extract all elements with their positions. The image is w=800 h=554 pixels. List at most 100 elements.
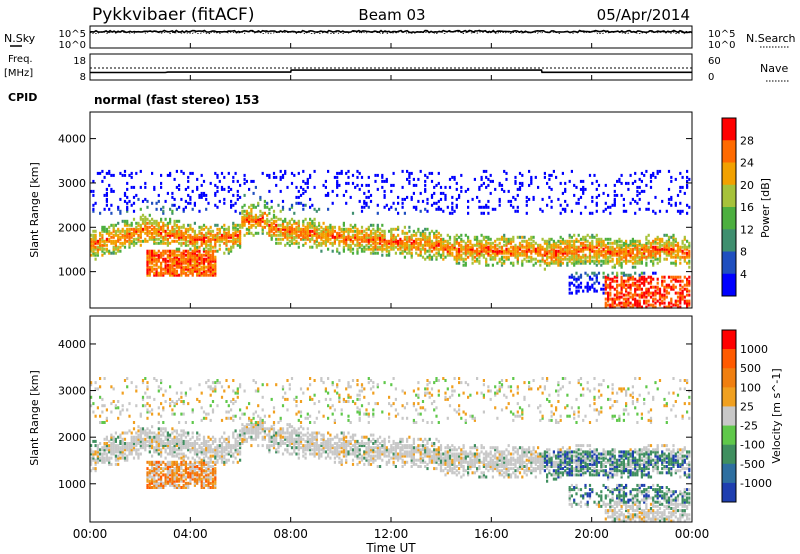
- range-cell: [187, 467, 190, 471]
- range-cell: [169, 462, 172, 466]
- range-cell: [279, 217, 282, 221]
- range-cell: [166, 446, 169, 450]
- range-cell: [647, 281, 650, 285]
- range-cell: [175, 431, 178, 435]
- range-cell: [521, 259, 524, 263]
- range-cell: [480, 253, 483, 257]
- range-cell: [564, 207, 567, 211]
- range-cell: [652, 299, 655, 303]
- range-cell: [582, 235, 585, 239]
- range-cell: [268, 233, 271, 237]
- range-cell: [211, 387, 215, 391]
- range-cell: [394, 251, 397, 255]
- range-cell: [184, 205, 187, 209]
- range-cell: [453, 239, 456, 243]
- range-cell: [227, 442, 230, 445]
- range-cell: [112, 249, 115, 253]
- range-cell: [360, 235, 364, 239]
- range-cell: [665, 305, 668, 309]
- range-cell: [674, 243, 677, 247]
- range-cell: [679, 171, 682, 175]
- range-cell: [173, 251, 176, 255]
- range-cell: [618, 247, 621, 251]
- range-cell: [155, 437, 158, 441]
- range-cell: [512, 205, 515, 209]
- range-cell: [128, 414, 131, 418]
- range-cell: [99, 239, 102, 243]
- range-cell: [128, 402, 131, 406]
- range-cell: [552, 243, 555, 247]
- range-cell: [358, 243, 361, 247]
- range-cell: [200, 241, 203, 245]
- range-cell: [151, 235, 154, 239]
- range-cell: [381, 237, 384, 241]
- range-cell: [290, 229, 294, 233]
- range-cell: [643, 279, 646, 283]
- range-cell: [415, 205, 418, 209]
- range-cell: [123, 233, 127, 237]
- range-cell: [518, 251, 522, 255]
- range-cell: [270, 235, 273, 239]
- range-cell: [245, 179, 248, 183]
- range-cell: [516, 249, 519, 253]
- range-cell: [573, 253, 576, 257]
- range-cell: [164, 249, 167, 253]
- range-cell: [281, 233, 285, 237]
- range-cell: [205, 473, 208, 477]
- range-cell: [121, 173, 124, 177]
- range-cell: [155, 261, 158, 265]
- range-cell: [128, 444, 131, 448]
- range-cell: [489, 247, 492, 251]
- range-cell: [609, 283, 612, 287]
- range-cell: [419, 239, 422, 243]
- range-cell: [421, 237, 425, 241]
- range-cell: [654, 293, 657, 297]
- range-cell: [683, 235, 686, 239]
- range-cell: [568, 291, 571, 295]
- range-cell: [652, 249, 655, 253]
- range-cell: [151, 255, 154, 259]
- range-cell: [327, 233, 330, 237]
- range-cell: [196, 397, 199, 401]
- range-cell: [640, 293, 643, 297]
- range-cell: [128, 173, 131, 177]
- range-cell: [180, 486, 183, 489]
- range-cell: [557, 253, 560, 257]
- range-cell: [478, 259, 481, 263]
- range-cell: [622, 293, 625, 297]
- range-cell: [654, 289, 657, 293]
- range-cell: [367, 239, 370, 243]
- range-cell: [200, 173, 203, 177]
- range-cell: [275, 241, 278, 245]
- range-cell: [570, 239, 573, 243]
- range-cell: [132, 229, 136, 233]
- range-cell: [160, 261, 163, 265]
- range-cell: [191, 189, 194, 193]
- range-cell: [171, 225, 174, 229]
- range-cell: [216, 189, 219, 193]
- range-cell: [178, 444, 181, 448]
- range-cell: [591, 283, 594, 287]
- range-cell: [473, 249, 476, 253]
- range-cell: [634, 299, 637, 303]
- range-cell: [629, 247, 632, 251]
- range-cell: [126, 209, 129, 213]
- range-cell: [108, 231, 111, 235]
- range-cell: [686, 211, 689, 215]
- range-cell: [169, 446, 172, 450]
- range-cell: [272, 215, 276, 219]
- range-cell: [126, 233, 129, 237]
- range-cell: [126, 448, 129, 452]
- range-cell: [679, 189, 682, 193]
- range-cell: [180, 251, 183, 255]
- range-cell: [141, 239, 145, 243]
- range-cell: [295, 221, 298, 225]
- range-cell: [252, 233, 255, 237]
- range-cell: [173, 227, 176, 231]
- range-cell: [674, 249, 677, 253]
- range-cell: [119, 456, 122, 460]
- range-cell: [173, 444, 176, 448]
- range-cell: [148, 219, 151, 223]
- range-cell: [401, 249, 404, 253]
- range-cell: [516, 193, 519, 197]
